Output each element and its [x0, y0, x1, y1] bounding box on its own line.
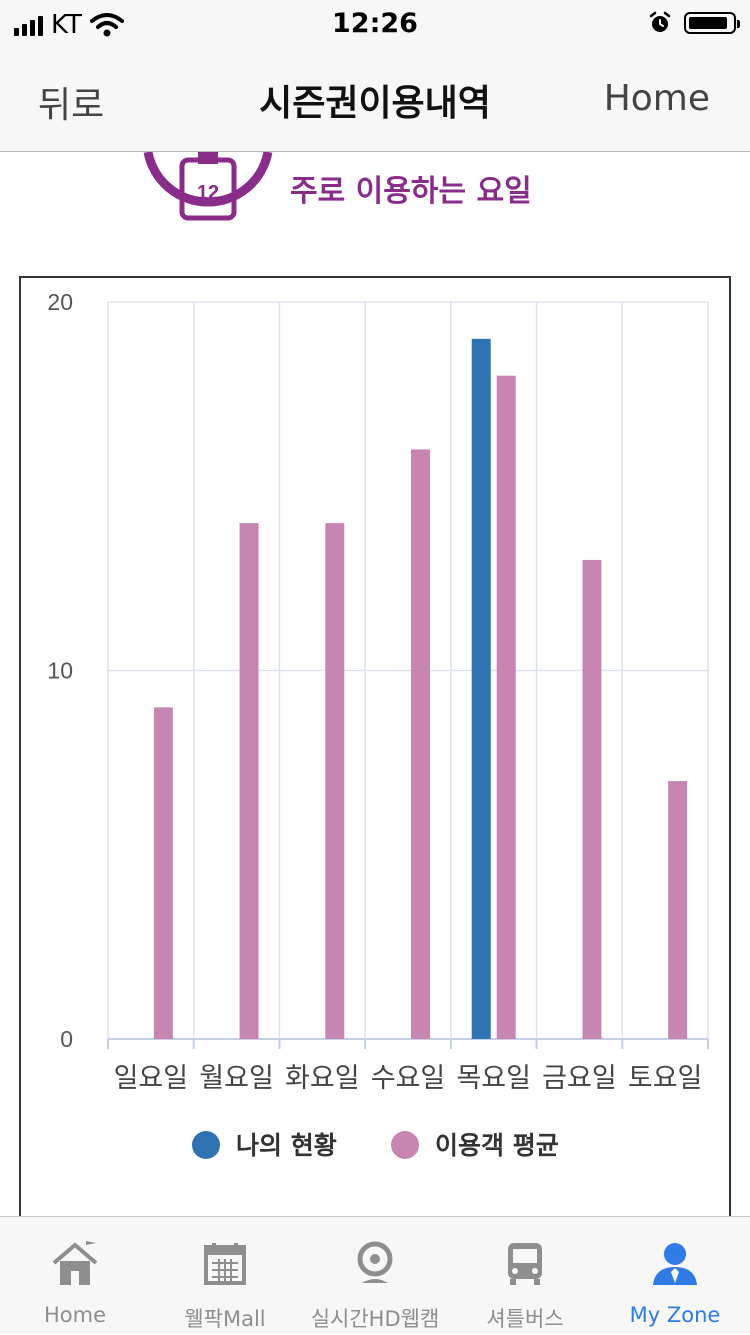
tab-label: 셔틀버스: [486, 1307, 564, 1331]
y-tick-label: 20: [47, 289, 73, 315]
tab-label: Home: [43, 1303, 106, 1327]
tab-label: 실시간HD웹캠: [310, 1307, 440, 1331]
bar-visitor-average: [496, 375, 516, 1039]
section-title: 주로 이용하는 요일: [290, 174, 532, 209]
carrier-info: KT: [14, 10, 124, 40]
carrier-name: KT: [51, 10, 82, 40]
legend-label: 이용객 평균: [435, 1131, 559, 1160]
x-tick-label: 일요일: [114, 1063, 189, 1094]
webcam-icon: [357, 1241, 393, 1283]
back-button[interactable]: 뒤로: [38, 85, 105, 126]
alarm-icon: [649, 11, 671, 32]
x-tick-label: 화요일: [285, 1063, 360, 1094]
signal-icon: [14, 14, 43, 36]
tab-my-zone[interactable]: My Zone: [600, 1217, 750, 1335]
status-bar: KT 12:26: [0, 0, 750, 52]
bar-visitor-average: [239, 523, 259, 1039]
home-icon: [52, 1241, 98, 1285]
bar-visitor-average: [153, 707, 173, 1039]
y-tick-label: 10: [47, 658, 73, 684]
bar-visitor-average: [325, 523, 345, 1039]
calendar-icon: [204, 1243, 246, 1285]
bar-visitor-average: [582, 559, 602, 1039]
tab-home[interactable]: Home: [0, 1217, 150, 1335]
legend-marker: [192, 1131, 220, 1159]
legend-marker: [391, 1131, 419, 1159]
bar-visitor-average: [411, 449, 430, 1039]
tab-mall[interactable]: 웰팍Mall: [150, 1217, 300, 1335]
x-tick-label: 월요일: [199, 1063, 274, 1094]
tab-label: My Zone: [629, 1303, 721, 1327]
tab-shuttle[interactable]: 셔틀버스: [450, 1217, 600, 1335]
legend-label: 나의 현황: [236, 1131, 337, 1160]
bus-icon: [508, 1243, 542, 1285]
calendar-day: 12: [197, 182, 219, 204]
x-tick-label: 토요일: [628, 1063, 703, 1094]
wifi-icon: [89, 13, 124, 37]
battery-icon: [684, 12, 740, 34]
bar-visitor-average: [668, 781, 688, 1039]
user-icon: [653, 1243, 697, 1285]
x-tick-label: 목요일: [456, 1063, 531, 1094]
navigation-bar: 뒤로 시즌권이용내역 Home: [0, 52, 750, 152]
tab-label: 웰팍Mall: [184, 1307, 266, 1331]
x-tick-label: 수요일: [371, 1063, 446, 1094]
calendar-icon: 12: [143, 152, 273, 221]
x-tick-label: 금요일: [542, 1063, 617, 1094]
tab-webcam[interactable]: 실시간HD웹캠: [300, 1217, 450, 1335]
bar-my-status: [471, 338, 491, 1040]
status-time: 12:26: [332, 8, 418, 39]
y-tick-label: 0: [60, 1026, 73, 1052]
tab-bar: Home 웰팍Mall 실시간HD웹캠 셔틀버스: [0, 1216, 750, 1334]
section-header: 12 주로 이용하는 요일: [0, 152, 750, 262]
home-button[interactable]: Home: [603, 78, 710, 119]
